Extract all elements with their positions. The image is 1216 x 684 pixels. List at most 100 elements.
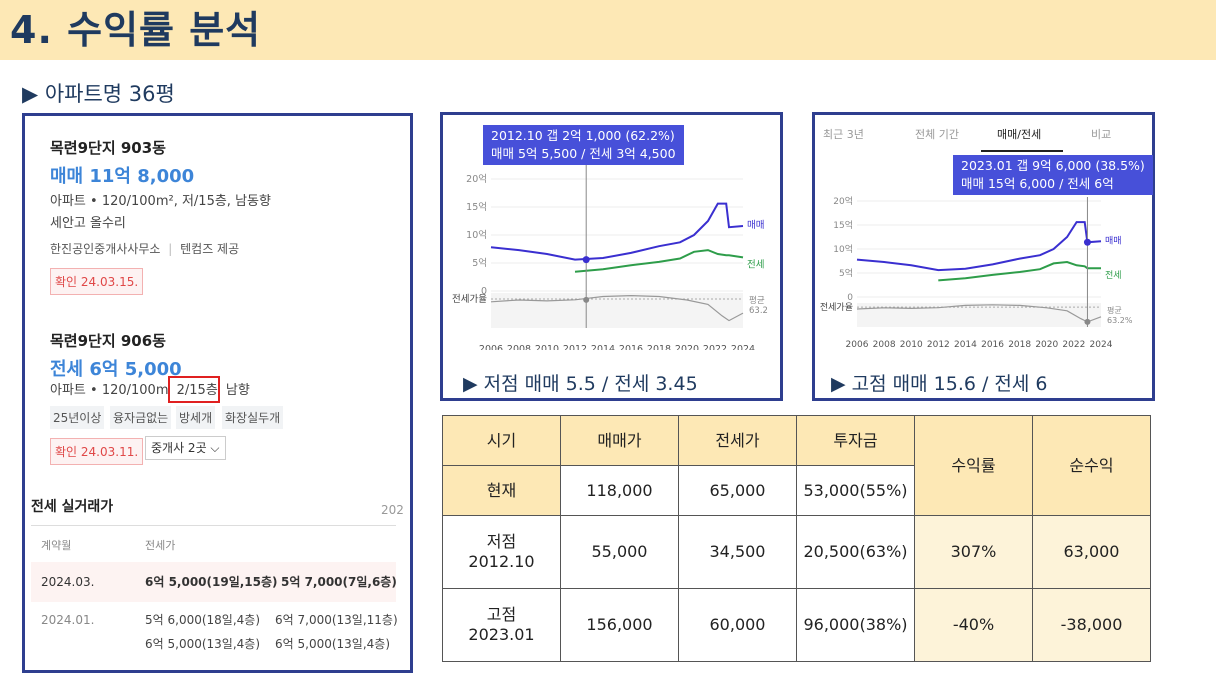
th-yield: 수익률 — [914, 415, 1033, 516]
tooltip-line: 매매 15억 6,000 / 전세 6억 — [961, 176, 1114, 191]
x-tick-label: 2012 — [563, 344, 587, 350]
x-tick-label: 2016 — [619, 344, 643, 350]
active-tab-underline — [981, 150, 1063, 152]
listing2-name[interactable]: 목련9단지 906동 — [50, 332, 166, 350]
cell-yield: 307% — [914, 515, 1033, 589]
trade-price: 6억 5,000(13일,4층) — [145, 637, 261, 651]
x-tick-label: 2024 — [731, 344, 755, 350]
listing1-agency: 한진공인중개사사무소 | 텐컴즈 제공 — [50, 243, 239, 255]
tooltip-line: 매매 5억 5,500 / 전세 3억 4,500 — [491, 146, 676, 161]
sale-legend-label: 매매 — [1105, 235, 1122, 246]
tab-compare[interactable]: 비교 — [1091, 128, 1112, 141]
listing2-price: 전세 6억 5,000 — [50, 359, 182, 380]
x-tick-label: 2024 — [1090, 340, 1113, 350]
listing1-desc: 세안고 올수리 — [50, 216, 126, 231]
y-tick-label: 0 — [847, 293, 853, 303]
ratio-avg-value: 63.2 — [749, 306, 768, 316]
chart-panel-high: 최근 3년 전체 기간 매매/전세 비교 20억 15억 10억 5억 0 전세가율 평균 6… — [812, 112, 1155, 401]
trade-price: 5억 7,000(7일,6층) — [281, 575, 397, 589]
trade-price: 6억 5,000(19일,15층) — [145, 575, 278, 589]
th-jeonse: 전세가 — [678, 415, 797, 466]
listing2-tag: 25년이상 — [50, 406, 105, 429]
table-row[interactable]: 2024.01. 5억 6,000(18일,4층) 6억 7,000(13일,1… — [31, 602, 398, 658]
sale-line — [490, 202, 744, 261]
x-tick-label: 2018 — [1008, 340, 1031, 350]
cell-invest: 20,500(63%) — [796, 515, 915, 589]
cell-period: 저점 2012.10 — [442, 515, 561, 589]
trade-price: 6억 7,000(13일,11층) — [275, 613, 398, 627]
th-invest: 투자금 — [796, 415, 915, 466]
chart-tooltip: 2012.10 갭 2억 1,000 (62.2%) 매매 5억 5,500 /… — [483, 125, 684, 165]
col-price: 전세가 — [145, 539, 176, 552]
x-tick-label: 2010 — [535, 344, 559, 350]
listing2-tag: 화장실두개 — [222, 406, 284, 429]
apartment-subtitle: ▶ 아파트명 36평 — [22, 82, 175, 106]
chart-panel-low: 20억 15억 10억 5억 0 전세가율 평균 63.2 매매 전세 2006 2008 2010 20… — [440, 112, 783, 401]
x-tick-label: 2006 — [846, 340, 869, 350]
trade-price: 6억 5,000(13일,4층) — [275, 637, 391, 651]
listing2-direction: 남향 — [225, 383, 250, 398]
jeonse-legend-label: 전세 — [1105, 270, 1122, 281]
y-tick-label: 15억 — [466, 201, 487, 213]
table-row[interactable]: 2024.03. 6억 5,000(19일,15층) 5억 7,000(7일,6… — [31, 562, 397, 602]
sale-legend-label: 매매 — [747, 220, 764, 231]
jeonse-legend-label: 전세 — [747, 259, 764, 270]
page-title: 4. 수익률 분석 — [10, 8, 262, 52]
x-tick-label: 2008 — [873, 340, 896, 350]
marker-point — [1083, 238, 1091, 246]
ratio-label: 전세가율 — [452, 294, 487, 305]
x-tick-label: 2016 — [981, 340, 1004, 350]
th-sale: 매매가 — [560, 415, 679, 466]
x-tick-label: 2020 — [675, 344, 699, 350]
marker-point — [582, 256, 590, 264]
listing-panel: 목련9단지 903동 매매 11억 8,000 아파트 • 120/100m²,… — [22, 113, 413, 673]
listing1-name[interactable]: 목련9단지 903동 — [50, 139, 166, 157]
x-tick-label: 2018 — [647, 344, 671, 350]
trades-title: 전세 실거래가 — [31, 499, 114, 515]
tab-recent-3y[interactable]: 최근 3년 — [823, 128, 864, 141]
listing2-confirm-badge: 확인 24.03.11. — [50, 438, 144, 465]
x-tick-label: 2022 — [703, 344, 727, 350]
listing2-floor: 2/15층 — [176, 383, 218, 398]
divider — [31, 525, 396, 526]
cell-yield: -40% — [914, 588, 1033, 662]
tab-all-period[interactable]: 전체 기간 — [915, 128, 959, 141]
listing1-provider: 텐컴즈 제공 — [180, 242, 240, 256]
y-tick-label: 10억 — [833, 243, 853, 255]
y-tick-label: 5억 — [839, 267, 853, 279]
y-tick-label: 5억 — [472, 257, 487, 269]
x-tick-label: 2022 — [1062, 340, 1085, 350]
tab-sale-jeonse[interactable]: 매매/전세 — [997, 128, 1042, 141]
listing1-specs: 아파트 • 120/100m², 저/15층, 남동향 — [50, 194, 271, 209]
x-tick-label: 2012 — [927, 340, 950, 350]
jeonse-line — [574, 249, 744, 273]
floor-highlight-box — [168, 376, 220, 403]
jeonse-line — [938, 260, 1101, 282]
sale-line — [856, 221, 1102, 272]
agents-dropdown[interactable]: 중개사 2곳 ⌵ — [145, 436, 226, 460]
y-tick-label: 20억 — [466, 173, 487, 185]
yield-table: 시기 매매가 전세가 투자금 수익률 순수익 현재 118,000 65,000… — [442, 415, 1151, 662]
tooltip-line: 2023.01 갭 9억 6,000 (38.5%) — [961, 158, 1145, 173]
ratio-avg-label: 평균 — [1107, 305, 1122, 315]
trade-price: 5억 6,000(18일,4층) — [145, 613, 261, 627]
trade-date: 2024.03. — [41, 575, 95, 589]
x-tick-label: 2008 — [507, 344, 531, 350]
chart-caption: ▶ 고점 매매 15.6 / 전세 6 — [831, 373, 1048, 395]
cell-invest: 96,000(38%) — [796, 588, 915, 662]
ratio-band — [491, 293, 743, 328]
cell-sale: 118,000 — [560, 465, 679, 516]
listing1-agency-name[interactable]: 한진공인중개사사무소 — [50, 242, 161, 256]
y-tick-label: 20억 — [833, 195, 853, 207]
header-banner: 4. 수익률 분석 — [0, 0, 1216, 60]
ratio-avg-value: 63.2% — [1107, 316, 1133, 325]
chart-caption: ▶ 저점 매매 5.5 / 전세 3.45 — [463, 373, 698, 395]
listing2-tag: 방세개 — [176, 406, 216, 429]
y-tick-label: 10억 — [466, 229, 487, 241]
th-period: 시기 — [442, 415, 561, 466]
cell-sale: 156,000 — [560, 588, 679, 662]
y-tick-label: 15억 — [833, 219, 853, 231]
x-tick-label: 2014 — [954, 340, 977, 350]
